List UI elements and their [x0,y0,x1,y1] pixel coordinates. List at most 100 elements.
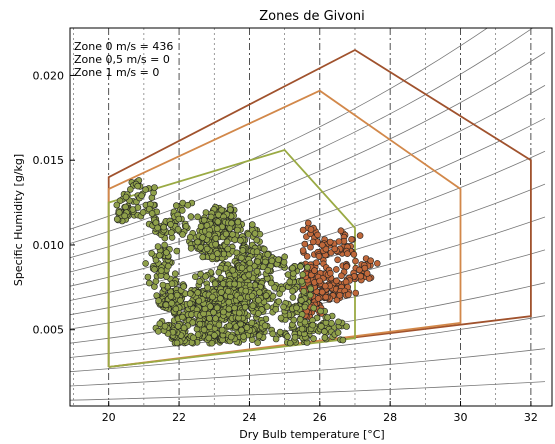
data-point [122,203,129,211]
rh-curve [70,381,546,401]
y-tick-label: 0.005 [33,324,65,337]
data-point [194,238,201,246]
data-point [173,339,181,347]
data-point [129,206,137,213]
data-point [350,251,358,258]
data-point [224,245,232,253]
data-point [279,285,286,293]
data-point [267,279,275,287]
data-point [321,328,328,335]
data-point [158,267,165,274]
data-point [173,202,180,209]
data-point [301,240,309,248]
data-point [205,231,213,239]
data-point [177,297,184,304]
x-tick-label: 30 [454,411,468,424]
data-point [229,266,237,274]
x-tick-label: 24 [242,411,256,424]
data-point [357,272,365,280]
data-point [272,335,280,343]
data-point [138,192,145,199]
data-point [174,226,182,233]
data-point [239,247,247,254]
data-point [334,256,341,264]
data-point [307,243,314,251]
data-point [174,322,182,330]
rh-curve [70,28,534,244]
data-point [337,227,345,234]
data-point [322,245,330,253]
data-point [146,279,153,287]
data-point [343,263,350,270]
data-point [246,259,254,267]
data-point [142,260,149,267]
data-point [151,266,158,273]
data-point [311,267,318,274]
data-point [187,245,195,252]
data-point [373,260,381,267]
scatter-series [299,219,381,321]
data-point [304,219,312,227]
data-point [253,248,261,255]
data-point [154,224,161,232]
data-point [363,270,371,277]
data-point [206,314,213,322]
data-point [200,326,208,334]
data-point [297,297,305,304]
data-point [192,273,199,281]
data-point [306,291,314,299]
data-point [209,293,216,301]
data-point [263,303,271,310]
data-point [194,331,202,339]
data-point [227,333,235,341]
data-point [237,294,244,302]
data-point [234,218,242,226]
plot-frame [69,27,553,407]
data-point [173,247,181,255]
data-point [261,322,269,330]
data-point [281,253,289,261]
data-point [197,223,205,230]
data-point [280,303,287,311]
data-point [264,251,272,258]
data-point [248,319,256,327]
zone-outline [107,148,356,368]
data-point [227,206,234,213]
data-point [286,278,294,286]
y-tick-label: 0.020 [33,69,65,82]
data-point [253,267,261,275]
data-point [113,201,121,209]
data-point [321,334,329,341]
rh-curve [70,85,546,273]
data-point [309,238,317,246]
data-point [213,304,221,312]
data-point [179,207,186,214]
data-point [180,283,187,290]
data-point [298,277,306,285]
data-point [276,328,284,336]
rh-curve [70,117,546,287]
data-point [222,230,230,238]
data-point [184,201,192,209]
data-point [275,256,282,264]
data-point [309,321,317,329]
data-point [298,325,306,333]
data-layer [107,48,532,368]
data-point [332,266,340,273]
data-point [296,315,304,323]
data-point [255,296,262,304]
data-point [217,295,224,302]
data-point [148,250,155,257]
data-point [228,219,235,227]
data-point [333,296,341,304]
data-point [352,257,359,265]
data-point [324,314,331,321]
data-point [194,213,201,221]
data-point [168,299,175,307]
data-point [352,289,360,297]
data-point [207,213,215,221]
data-point [299,226,307,234]
data-point [186,300,194,307]
data-point [203,245,211,253]
data-point [344,291,352,299]
